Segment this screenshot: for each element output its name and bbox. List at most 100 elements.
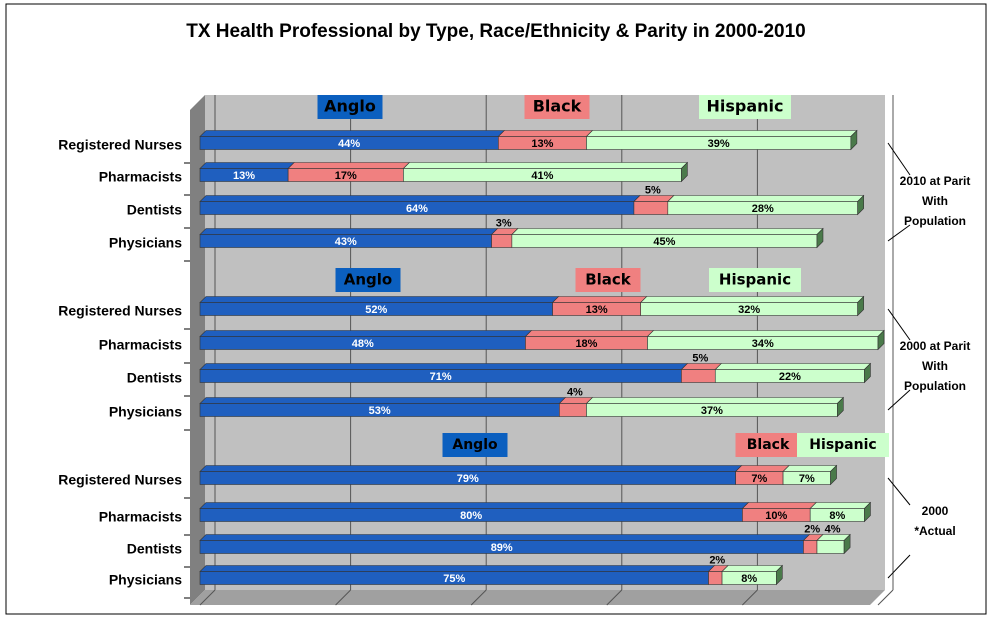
bar-end — [681, 161, 688, 183]
annotation-leader — [887, 389, 911, 411]
legend-swatch — [335, 268, 401, 292]
y-tick-label: Pharmacists — [99, 509, 182, 525]
data-label: 17% — [335, 170, 357, 182]
legend-swatch — [317, 95, 383, 119]
grid-floor — [470, 589, 487, 606]
y-tick-label: Registered Nurses — [58, 303, 182, 319]
bar-end — [837, 396, 844, 418]
data-label: 5% — [692, 352, 708, 364]
bar-top — [199, 195, 641, 202]
data-label: 75% — [443, 573, 465, 585]
data-label: 2% — [804, 523, 820, 535]
data-label: 37% — [701, 405, 723, 417]
bar-top — [287, 162, 411, 169]
bar — [633, 201, 669, 215]
bar-end — [775, 564, 783, 586]
y-tick-label: Dentists — [127, 541, 182, 557]
grid-floor — [606, 589, 623, 606]
data-label: 3% — [496, 217, 512, 229]
data-label: 41% — [531, 170, 553, 182]
bar-top — [734, 465, 790, 472]
data-label: 22% — [779, 371, 801, 383]
data-label: 34% — [752, 338, 774, 350]
legend-label: Hispanic — [706, 97, 783, 116]
y-tick-label: Pharmacists — [99, 169, 182, 185]
bar-top — [511, 228, 824, 235]
legend-label: Anglo — [344, 271, 392, 289]
data-label: 64% — [406, 203, 428, 215]
bar — [816, 540, 845, 554]
bar-top — [199, 565, 716, 572]
legend-swatch — [735, 433, 801, 457]
chart-title: TX Health Professional by Type, Race/Eth… — [186, 21, 806, 42]
bar-top — [524, 330, 655, 337]
bar-end — [864, 362, 871, 384]
y-tick-label: Registered Nurses — [58, 137, 182, 153]
legend-swatch — [442, 433, 508, 457]
legend-label: Hispanic — [809, 437, 876, 453]
data-label: 13% — [531, 138, 553, 150]
plot-floor — [190, 590, 885, 605]
bar-top — [199, 465, 743, 472]
bar-top — [199, 130, 506, 137]
bar-top — [585, 397, 845, 404]
bar-top — [639, 296, 865, 303]
data-label: 52% — [365, 304, 387, 316]
annotation: 2000 *Actual — [914, 504, 955, 538]
grid-floor — [877, 589, 894, 606]
bar-top — [199, 534, 811, 541]
annotation-leader — [887, 224, 911, 242]
legend-label: Anglo — [324, 97, 376, 116]
legend-label: Black — [533, 97, 582, 116]
annotation-leader — [887, 308, 911, 341]
bar — [708, 571, 723, 585]
data-label: 7% — [751, 473, 767, 485]
data-label: 45% — [653, 236, 675, 248]
data-label: 80% — [460, 510, 482, 522]
y-tick-label: Pharmacists — [99, 337, 182, 353]
bar-top — [646, 330, 885, 337]
data-label: 44% — [338, 138, 360, 150]
legend-swatch — [524, 95, 590, 119]
bar-top — [782, 465, 838, 472]
legend-swatch — [797, 433, 889, 457]
bar-top — [199, 330, 533, 337]
bar-top — [585, 130, 858, 137]
y-tick-label: Dentists — [127, 202, 182, 218]
grid-floor — [335, 589, 351, 606]
annotation-leader — [887, 477, 911, 506]
bar-top — [199, 363, 689, 370]
annotation-leader — [887, 142, 911, 176]
bar-top — [199, 397, 567, 404]
legend-swatch — [575, 268, 641, 292]
bar-end — [816, 227, 824, 249]
bar-top — [497, 130, 594, 137]
data-label: 2% — [709, 554, 725, 566]
data-label: 32% — [738, 304, 760, 316]
bar-top — [721, 565, 784, 572]
annotation-leader — [887, 554, 911, 579]
bar-end — [830, 464, 837, 486]
y-tick-label: Physicians — [109, 572, 182, 588]
y-tick-label: Dentists — [127, 370, 182, 386]
data-label: 48% — [352, 338, 374, 350]
bar — [491, 234, 513, 248]
bar-top — [667, 195, 865, 202]
bar — [681, 369, 716, 383]
bar-top — [809, 502, 872, 509]
bar-end — [857, 194, 864, 216]
data-label: 8% — [741, 573, 757, 585]
data-label: 79% — [457, 473, 479, 485]
bar-end — [857, 295, 864, 317]
y-tick-label: Registered Nurses — [58, 472, 182, 488]
data-label: 43% — [335, 236, 357, 248]
data-label: 39% — [708, 138, 730, 150]
annotation: 2010 at Parit With Population — [900, 174, 971, 228]
annotation: 2000 at Parit With Population — [900, 339, 971, 393]
data-label: 4% — [567, 386, 583, 398]
legend-label: Anglo — [452, 437, 498, 453]
bar-end — [864, 501, 871, 523]
bar-top — [199, 162, 295, 169]
data-label: 8% — [829, 510, 845, 522]
